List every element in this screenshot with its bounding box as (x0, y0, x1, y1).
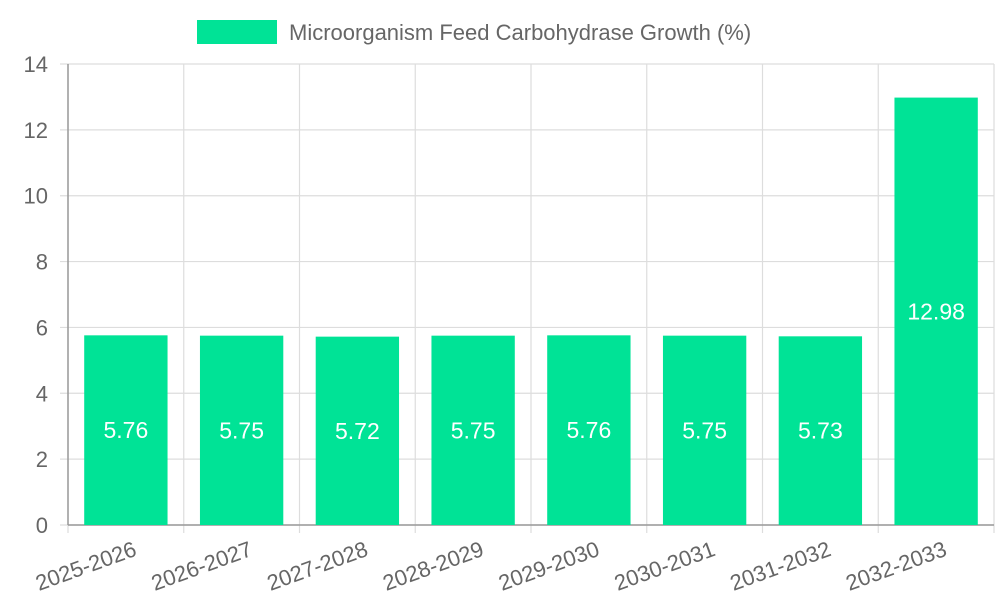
bar[interactable] (315, 336, 400, 525)
x-tick-label: 2029-2030 (495, 536, 602, 595)
x-tick-label: 2026-2027 (148, 536, 255, 595)
bar[interactable] (547, 335, 631, 525)
bar[interactable] (662, 335, 747, 525)
bar-value-label: 5.75 (219, 417, 264, 443)
bar-value-label: 5.72 (335, 418, 380, 444)
legend-swatch (197, 20, 277, 44)
bar-value-label: 5.75 (682, 417, 727, 443)
data-labels: 5.76 5.75 5.72 5.75 5.76 5.75 5.73 12.98 (103, 298, 964, 444)
x-tick-label: 2030-2031 (611, 536, 718, 595)
x-tick-label: 2025-2026 (32, 536, 139, 595)
y-tick-label: 8 (36, 250, 48, 275)
bar-value-label: 5.76 (103, 417, 148, 443)
y-tick-label: 12 (24, 118, 48, 143)
bar-series (84, 97, 978, 525)
bar[interactable] (778, 336, 863, 525)
x-tick-label: 2027-2028 (264, 536, 371, 595)
y-tick-label: 0 (36, 513, 48, 538)
y-tick-label: 14 (24, 52, 48, 77)
x-tick-label: 2028-2029 (379, 536, 486, 595)
legend[interactable]: Microorganism Feed Carbohydrase Growth (… (197, 20, 751, 45)
y-axis: 0 2 4 6 8 10 12 14 (24, 52, 48, 538)
y-tick-label: 6 (36, 315, 48, 340)
x-tick-label: 2032-2033 (842, 536, 949, 595)
y-tick-label: 2 (36, 447, 48, 472)
legend-label: Microorganism Feed Carbohydrase Growth (… (289, 20, 751, 45)
y-tick-label: 4 (36, 381, 48, 406)
y-tick-label: 10 (24, 184, 48, 209)
bar[interactable] (84, 335, 168, 525)
bar-value-label: 5.76 (566, 417, 611, 443)
bar-value-label: 12.98 (907, 298, 965, 324)
bar[interactable] (199, 335, 284, 525)
x-tick-label: 2031-2032 (727, 536, 834, 595)
bar-value-label: 5.75 (451, 417, 496, 443)
bar[interactable] (894, 97, 978, 525)
bar-value-label: 5.73 (798, 418, 843, 444)
bar[interactable] (431, 335, 515, 525)
x-axis: 2025-2026 2026-2027 2027-2028 2028-2029 2029… (32, 536, 950, 595)
